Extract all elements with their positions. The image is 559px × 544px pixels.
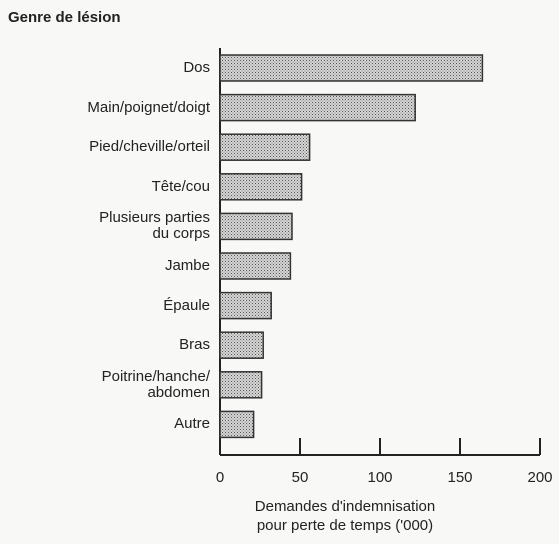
bar (219, 93, 416, 122)
bar (219, 212, 293, 241)
y-tick-label: Bras (179, 336, 210, 354)
bar (219, 173, 303, 201)
bar (219, 371, 263, 399)
x-tick-label: 200 (527, 469, 553, 486)
bar (219, 331, 264, 359)
x-axis-label: Demandes d'indemnisation pour perte de t… (254, 498, 436, 534)
x-tick-label: 50 (291, 469, 309, 486)
bar (219, 133, 311, 161)
bar (219, 54, 484, 82)
bar (219, 291, 272, 320)
y-tick-label: Plusieurs parties du corps (99, 209, 210, 243)
y-tick-label: Dos (183, 59, 210, 76)
chart-title: Genre de lésion (8, 9, 121, 26)
x-tick-label: 100 (367, 469, 393, 486)
y-tick-label: Épaule (163, 296, 210, 314)
bar (219, 410, 255, 439)
bar (219, 252, 292, 280)
y-tick-label: Poitrine/hanche/ abdomen (101, 367, 210, 401)
y-tick-label: Autre (174, 415, 210, 433)
y-tick-label: Main/poignet/doigt (87, 98, 210, 116)
y-tick-label: Jambe (164, 257, 210, 274)
x-tick-label: 150 (447, 469, 473, 486)
x-tick-label: 0 (215, 469, 225, 486)
y-tick-label: Tête/cou (151, 177, 210, 195)
y-tick-label: Pied/cheville/orteil (89, 138, 210, 156)
